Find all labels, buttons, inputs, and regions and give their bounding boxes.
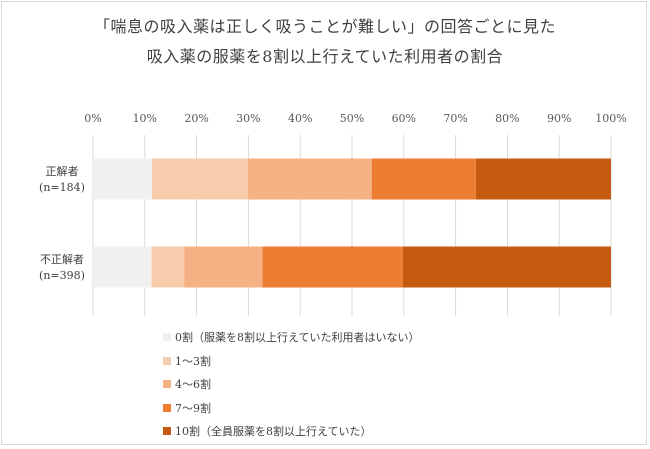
x-tick-label: 60% (392, 112, 416, 125)
legend-label: 0割（服薬を8割以上行えていた利用者はいない） (175, 331, 420, 344)
x-tick-label: 70% (443, 112, 467, 125)
bar-segment (402, 246, 611, 288)
legend-label: 7～9割 (175, 401, 211, 415)
chart-title-line2: 吸入薬の服薬を8割以上行えていた利用者の割合 (146, 47, 504, 66)
category-label: 正解者 (46, 164, 79, 178)
x-axis-tick-labels: 0% 10% 20% 30% 40% 50% 60% 70% 80% 90% 100% (84, 112, 626, 125)
legend: 0割（服薬を8割以上行えていた利用者はいない） 1～3割 4～6割 7～9割 1… (163, 331, 419, 449)
chart-title-line1: 「喘息の吸入薬は正しく吸うことが難しい」の回答ごとに見た (93, 17, 556, 36)
x-tick-label: 50% (340, 112, 364, 125)
bar-segment (475, 158, 611, 200)
legend-label: 10割（全員服薬を8割以上行えていた） (175, 425, 372, 438)
x-tick-label: 100% (595, 112, 626, 125)
legend-swatch (163, 380, 171, 388)
legend-swatch (163, 427, 171, 435)
bar-segment (93, 158, 153, 200)
category-sample-size: (n=398) (39, 269, 85, 282)
category-label: 不正解者 (40, 252, 84, 266)
legend-item: 4～6割 (163, 378, 419, 402)
bar-segment (151, 246, 185, 288)
legend-label: 1～3割 (175, 354, 211, 368)
x-tick-label: 90% (547, 112, 571, 125)
bar-segment (262, 246, 403, 288)
legend-item: 10割（全員服薬を8割以上行えていた） (163, 425, 419, 449)
bar-segment (152, 158, 248, 200)
bar-segment (371, 158, 476, 200)
x-tick-label: 40% (288, 112, 312, 125)
legend-item: 7～9割 (163, 402, 419, 426)
x-tick-label: 10% (133, 112, 157, 125)
bar-segment (184, 246, 263, 288)
legend-swatch (163, 403, 171, 412)
x-tick-label: 20% (184, 112, 208, 125)
legend-label: 4～6割 (175, 378, 211, 391)
bars (93, 158, 611, 288)
legend-swatch (163, 356, 171, 365)
legend-swatch (163, 333, 171, 341)
bar-segment (93, 246, 152, 288)
legend-item: 0割（服薬を8割以上行えていた利用者はいない） (163, 331, 419, 355)
x-tick-label: 80% (495, 112, 519, 125)
category-labels: 正解者 (n=184) 不正解者 (n=398) (39, 164, 85, 282)
chart-title: 「喘息の吸入薬は正しく吸うことが難しい」の回答ごとに見た 吸入薬の服薬を8割以上… (0, 12, 650, 72)
legend-item: 1～3割 (163, 355, 419, 379)
x-tick-label: 30% (236, 112, 260, 125)
bar-segment (247, 158, 372, 200)
category-sample-size: (n=184) (39, 181, 85, 194)
x-tick-label: 0% (84, 112, 101, 125)
